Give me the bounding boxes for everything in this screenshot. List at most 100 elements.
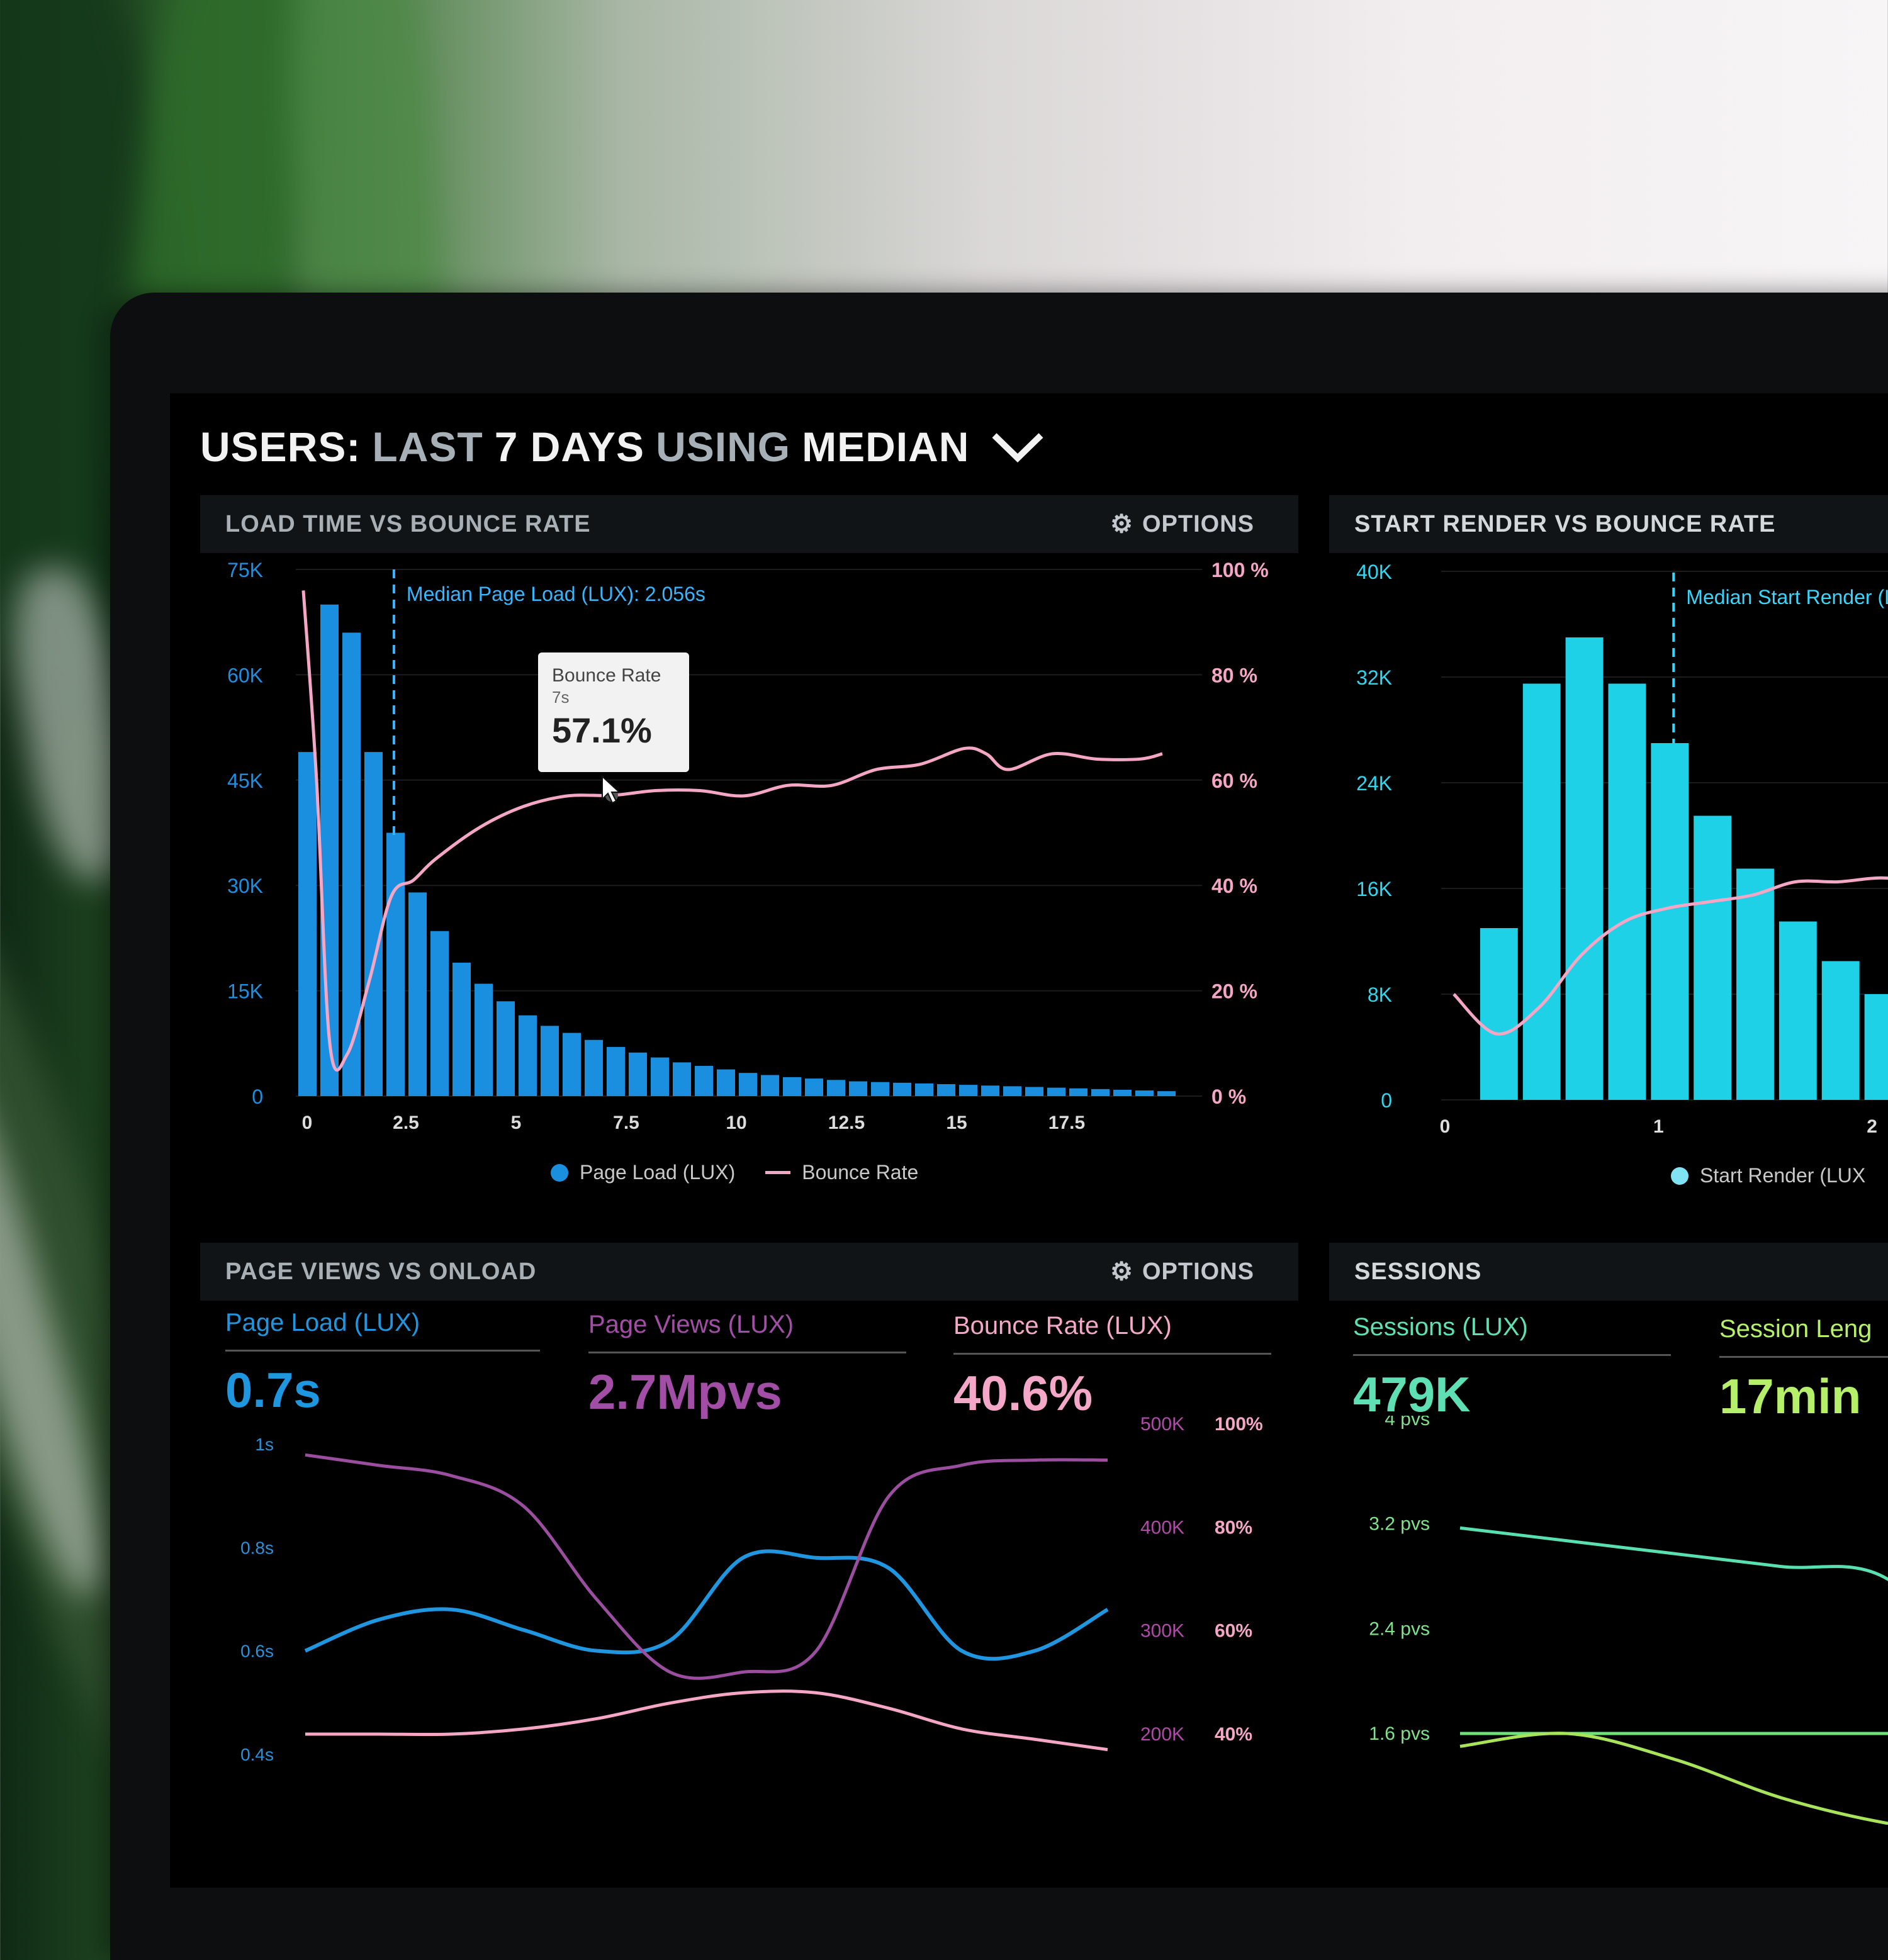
y-right-tick-label: 100 % <box>1211 559 1269 581</box>
y-left-tick-label: 0.6s <box>240 1642 274 1661</box>
panel-title: SESSIONS <box>1354 1258 1482 1285</box>
bar <box>1522 683 1561 1100</box>
bar <box>475 983 493 1096</box>
y-left-tick-label: 3.2 pvs <box>1369 1514 1430 1535</box>
bounce-rate-line <box>305 1689 1108 1752</box>
kpi-label: Page Load (LUX) <box>225 1309 420 1336</box>
bar <box>1047 1087 1065 1096</box>
bar <box>1778 921 1817 1100</box>
title-part-median: MEDIAN <box>802 423 970 470</box>
legend-dot-icon <box>1671 1167 1689 1185</box>
start-render-legend: Start Render (LUX <box>1671 1164 1865 1187</box>
bounce-rate-tooltip: Bounce Rate 7s 57.1% <box>538 652 689 772</box>
y-right-tick-label: 60% <box>1215 1621 1252 1642</box>
y-right-tick-label: 300K <box>1140 1621 1184 1642</box>
kpi-sessions: Sessions (LUX) 479K <box>1353 1313 1671 1423</box>
y-left-tick-label: 1.6 pvs <box>1369 1723 1430 1744</box>
bar <box>761 1075 779 1096</box>
bar <box>497 1001 515 1096</box>
load-time-chart[interactable]: 75K 100 % 60K 80 % 45K 60 % 30K 40 % 15K 20 % 0 0 %… <box>189 547 1296 1145</box>
y-left-tick-label: 2.4 pvs <box>1369 1618 1430 1639</box>
bar <box>607 1046 625 1096</box>
chevron-down-icon[interactable] <box>991 428 1045 466</box>
panel-title: PAGE VIEWS VS ONLOAD <box>225 1258 537 1285</box>
bar <box>739 1073 757 1096</box>
y-left-tick-label: 32K <box>1356 666 1392 689</box>
cursor-icon <box>602 775 621 804</box>
bar <box>342 632 361 1096</box>
legend-line-icon <box>765 1171 791 1174</box>
bar <box>783 1077 801 1096</box>
median-annotation: Median Page Load (LUX): 2.056s <box>407 583 705 605</box>
kpi-label: Page Views (LUX) <box>588 1311 794 1338</box>
page-title[interactable]: USERS: LAST 7 DAYS USING MEDIAN <box>200 418 1045 475</box>
bar <box>585 1039 603 1096</box>
kpi-page-views: Page Views (LUX) 2.7Mpvs <box>588 1311 906 1421</box>
sessions-chart[interactable]: 4 pvs 3.2 pvs 2.4 pvs 1.6 pvs <box>1328 1416 1888 1825</box>
bar <box>673 1062 691 1096</box>
bar <box>1736 868 1774 1100</box>
legend-dot-icon <box>551 1163 568 1182</box>
y-left-tick-label: 75K <box>227 559 263 581</box>
y-right-tick-label: 40 % <box>1211 875 1257 897</box>
bar <box>386 832 405 1096</box>
page-views-chart[interactable]: 1s 500K 100% 0.8s 400K 80% 0.6s 300K 60% 0.4s 200K… <box>201 1416 1284 1825</box>
tooltip-value: 57.1% <box>552 710 652 750</box>
panel-title: LOAD TIME VS BOUNCE RATE <box>225 510 591 537</box>
options-button[interactable]: ⚙ OPTIONS <box>1110 510 1254 538</box>
y-right-tick-label: 60 % <box>1211 770 1257 792</box>
bar <box>871 1082 889 1096</box>
y-left-tick-label: 0 <box>252 1085 263 1108</box>
y-left-tick-label: 0 <box>1381 1089 1392 1112</box>
bounce-rate-line <box>1453 876 1888 1036</box>
bar <box>937 1084 955 1096</box>
y-left-tick-label: 45K <box>227 770 263 792</box>
x-tick-label: 0 <box>302 1112 313 1133</box>
panel-header-sessions: SESSIONS <box>1329 1243 1888 1301</box>
x-tick-label: 12.5 <box>828 1112 865 1133</box>
y-left-tick-label: 1s <box>255 1435 274 1454</box>
y-right-tick-label: 20 % <box>1211 980 1257 1003</box>
kpi-page-load: Page Load (LUX) 0.7s <box>225 1309 540 1419</box>
y-right-tick-label: 400K <box>1140 1517 1184 1538</box>
title-part-last: LAST <box>372 423 483 470</box>
bar <box>1003 1086 1021 1096</box>
load-time-legend: Page Load (LUX) Bounce Rate <box>551 1161 918 1184</box>
y-left-tick-label: 8K <box>1368 983 1392 1006</box>
y-left-tick-label: 40K <box>1356 561 1392 583</box>
bar <box>1608 683 1646 1100</box>
bar <box>849 1081 867 1096</box>
y-left-tick-label: 4 pvs <box>1385 1416 1430 1430</box>
panel-header-load-time: LOAD TIME VS BOUNCE RATE ⚙ OPTIONS <box>200 495 1298 553</box>
bar <box>1651 743 1689 1100</box>
y-left-tick-label: 16K <box>1356 878 1392 900</box>
x-tick-label: 10 <box>726 1112 746 1133</box>
x-tick-label: 0 <box>1440 1116 1451 1137</box>
kpi-label: Session Leng <box>1719 1315 1872 1343</box>
x-tick-label: 2 <box>1867 1116 1877 1137</box>
title-part-users: USERS: <box>200 423 361 470</box>
panel-header-start-render: START RENDER VS BOUNCE RATE <box>1329 495 1888 553</box>
start-render-chart[interactable]: 40K 32K 24K 16K 8K 0 0 1 2 Median Start Render (L… <box>1322 547 1888 1145</box>
y-right-tick-label: 80% <box>1215 1517 1252 1538</box>
bar <box>320 604 339 1096</box>
bar <box>629 1052 647 1096</box>
x-tick-label: 2.5 <box>393 1112 419 1133</box>
kpi-divider <box>953 1353 1271 1355</box>
legend-label: Start Render (LUX <box>1700 1164 1866 1187</box>
gear-icon: ⚙ <box>1110 510 1133 538</box>
x-tick-label: 15 <box>946 1112 967 1133</box>
legend-label: Page Load (LUX) <box>580 1161 736 1184</box>
legend-label: Bounce Rate <box>802 1161 919 1184</box>
x-tick-label: 5 <box>511 1112 522 1133</box>
options-button[interactable]: ⚙ OPTIONS <box>1110 1258 1254 1285</box>
kpi-value: 40.6% <box>953 1365 1093 1421</box>
bar <box>651 1057 669 1096</box>
gear-icon: ⚙ <box>1110 1258 1133 1285</box>
bar <box>893 1082 911 1096</box>
kpi-session-length: Session Leng 17min <box>1719 1315 1888 1425</box>
kpi-divider <box>588 1352 906 1353</box>
bar <box>1864 994 1888 1100</box>
panel-title: START RENDER VS BOUNCE RATE <box>1354 510 1776 537</box>
kpi-value: 17min <box>1719 1369 1862 1424</box>
